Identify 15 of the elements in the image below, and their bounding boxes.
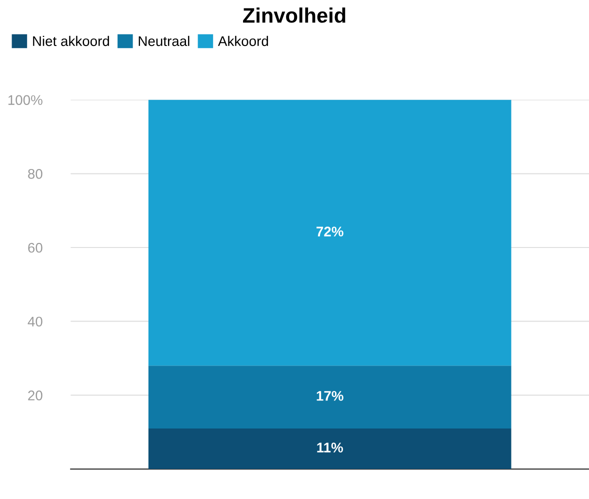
y-tick-label: 80 xyxy=(28,168,42,179)
y-tick-label: 40 xyxy=(28,316,42,327)
bar xyxy=(148,366,512,428)
legend-label: Niet akkoord xyxy=(33,36,110,46)
data-label: 11% xyxy=(317,442,343,452)
legend-label: Neutraal xyxy=(138,36,190,46)
bar xyxy=(148,428,512,470)
data-label: 17% xyxy=(316,390,344,401)
data-label: 72% xyxy=(316,226,344,236)
legend-label: Akkoord xyxy=(218,36,268,46)
chart-title: Zinvolheid xyxy=(243,7,346,23)
bar xyxy=(148,100,512,366)
y-tick-label: 20 xyxy=(28,390,42,400)
y-tick-label: 60 xyxy=(28,242,42,253)
y-tick-label: 100% xyxy=(8,95,42,105)
